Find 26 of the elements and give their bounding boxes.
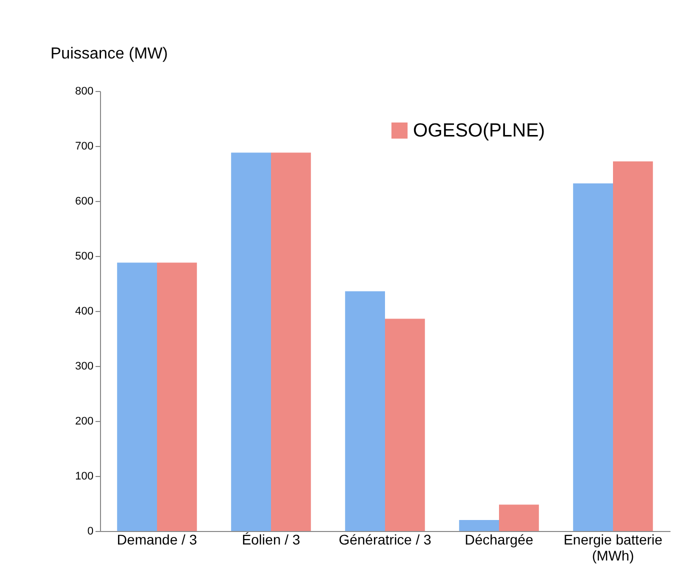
y-tick-label: 100 [75,470,94,482]
bar [157,262,197,531]
bar [385,318,425,531]
x-tick-label: Éolien / 3 [242,532,300,548]
y-axis-title: Puissance (MW) [50,46,168,62]
bar [271,152,311,531]
legend-label: OGESO(PLNE) [413,120,545,142]
bar [117,262,157,531]
bar [345,291,385,531]
y-tick-label: 400 [75,306,94,318]
y-tick-label: 300 [75,360,94,372]
y-tick-label: 200 [75,416,94,428]
x-tick-label: Déchargée [464,532,534,548]
x-tick-label: Demande / 3 [116,532,198,548]
y-tick-label: 800 [75,86,94,98]
bar [231,152,271,531]
y-tick-label: 500 [75,250,94,262]
y-tick-label: 0 [87,526,94,538]
x-tick-label: Energie batterie (MWh) [564,532,663,564]
y-tick-label: 700 [75,140,94,152]
x-tick-label: Génératrice / 3 [338,532,432,548]
y-tick-label: 600 [75,196,94,208]
bar [613,161,653,531]
bar [459,520,499,531]
bar [499,504,539,531]
bar [573,183,613,531]
